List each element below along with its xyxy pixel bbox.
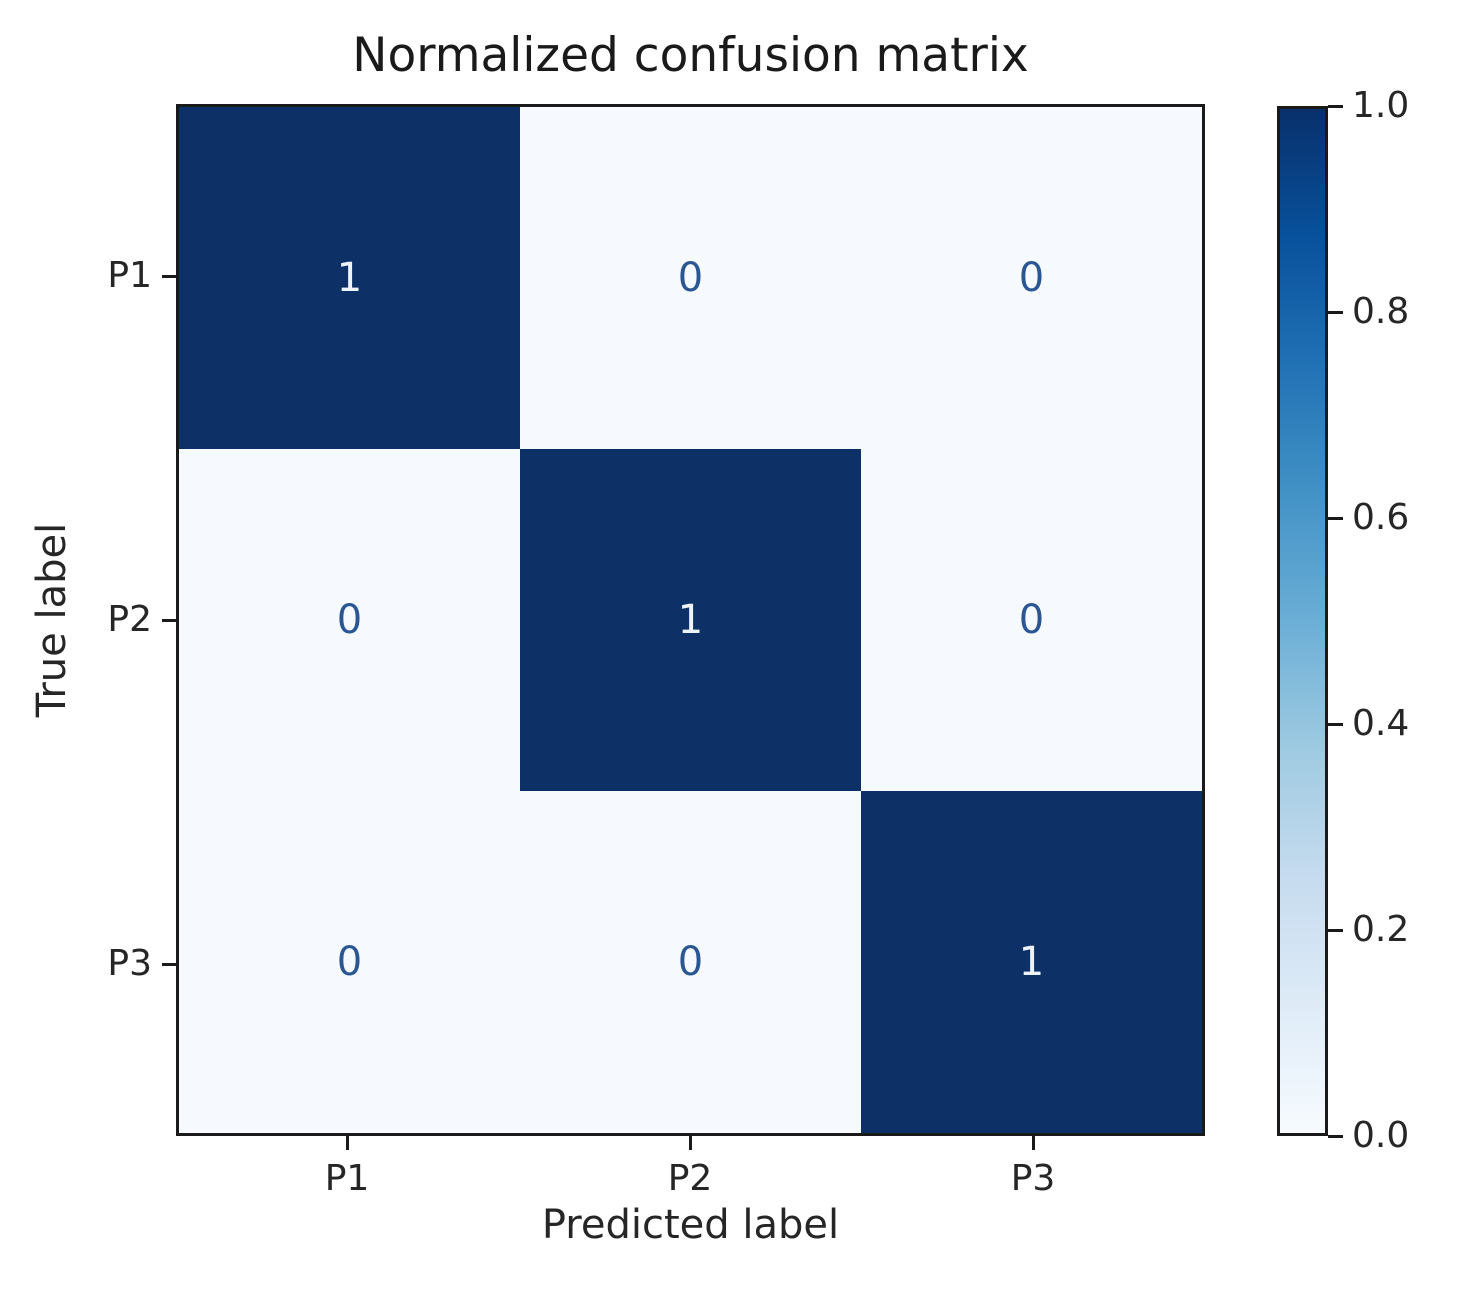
y-tick-mark xyxy=(162,619,176,622)
matrix-cell: 0 xyxy=(179,791,520,1133)
x-tick-label: P1 xyxy=(324,1158,370,1199)
y-tick-label: P2 xyxy=(107,599,152,640)
x-axis-label: Predicted label xyxy=(541,1202,840,1248)
y-tick-label: P1 xyxy=(107,255,152,296)
y-axis-label: True label xyxy=(29,522,75,718)
y-tick-mark xyxy=(162,963,176,966)
colorbar-tick-label: 0.0 xyxy=(1352,1115,1410,1156)
matrix-cell: 0 xyxy=(520,107,861,449)
colorbar-tick-mark xyxy=(1328,517,1343,520)
colorbar-tick-label: 0.6 xyxy=(1352,497,1410,538)
colorbar-tick-label: 0.8 xyxy=(1352,291,1410,332)
colorbar-tick-mark xyxy=(1328,311,1343,314)
matrix-cell: 0 xyxy=(861,107,1202,449)
matrix-cell: 1 xyxy=(861,791,1202,1133)
x-tick-label: P2 xyxy=(667,1158,713,1199)
x-tick-mark xyxy=(689,1136,692,1150)
y-tick-mark xyxy=(162,275,176,278)
matrix-cell: 1 xyxy=(520,449,861,791)
colorbar-tick-mark xyxy=(1328,723,1343,726)
x-tick-label: P3 xyxy=(1010,1158,1056,1199)
colorbar-tick-mark xyxy=(1328,929,1343,932)
colorbar-tick-label: 0.4 xyxy=(1352,703,1410,744)
colorbar-tick-mark xyxy=(1328,105,1343,108)
matrix-cell: 1 xyxy=(179,107,520,449)
colorbar-tick-mark xyxy=(1328,1135,1343,1138)
x-tick-mark xyxy=(1032,1136,1035,1150)
matrix-cell: 0 xyxy=(179,449,520,791)
x-tick-mark xyxy=(346,1136,349,1150)
colorbar-tick-label: 0.2 xyxy=(1352,909,1410,950)
chart-title: Normalized confusion matrix xyxy=(352,28,1029,83)
colorbar xyxy=(1277,106,1328,1136)
matrix-cell: 0 xyxy=(861,449,1202,791)
colorbar-tick-label: 1.0 xyxy=(1352,85,1410,126)
y-tick-label: P3 xyxy=(107,943,152,984)
matrix-cell: 0 xyxy=(520,791,861,1133)
